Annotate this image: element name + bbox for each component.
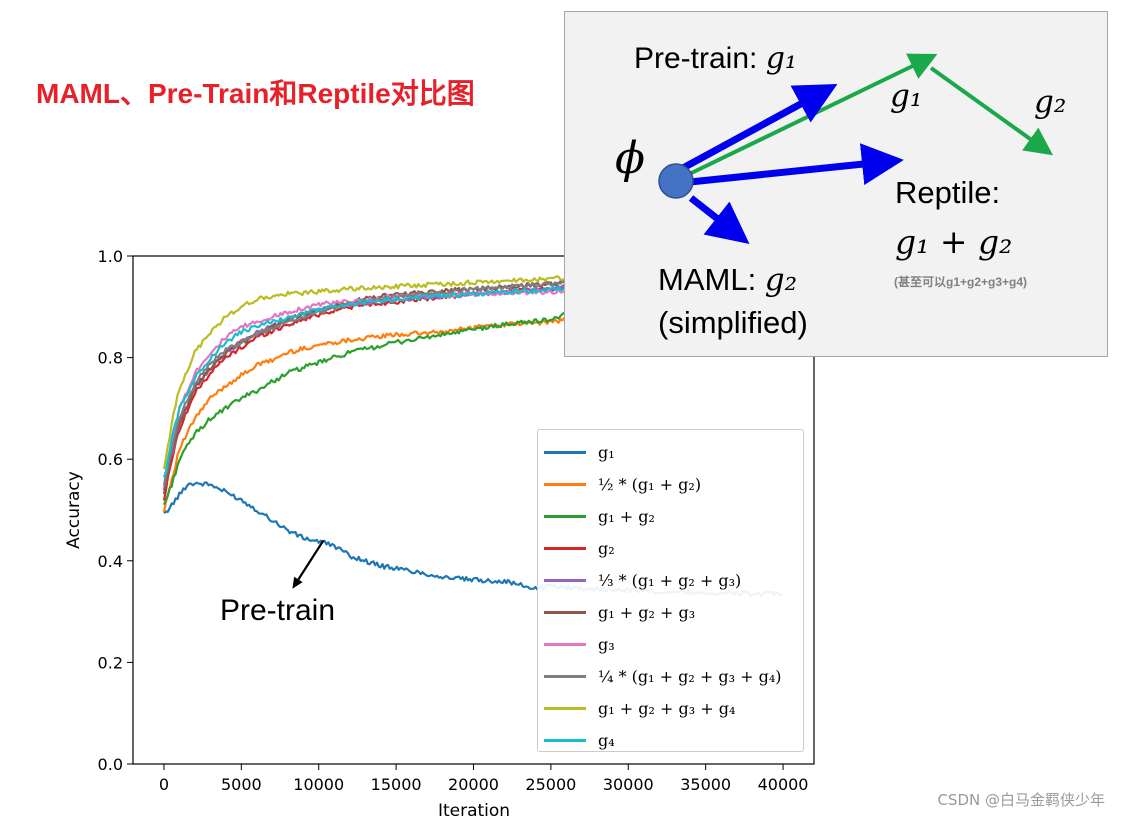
g2-green-arrow	[929, 66, 1054, 156]
maml-blue-arrow	[688, 195, 750, 244]
series-line-g1_g2_g3_g4	[162, 275, 568, 470]
legend-item-g1_g2_g3_g4: g₁ + g₂ + g₃ + g₄	[544, 692, 803, 724]
x-tick-label: 0	[159, 775, 169, 794]
legend-label: g₃	[598, 634, 615, 654]
x-axis-label: Iteration	[438, 801, 510, 820]
reptile-blue-arrow	[689, 143, 904, 186]
x-tick-label: 5000	[221, 775, 262, 794]
y-tick-label: 0.2	[98, 653, 123, 672]
x-tick-label: 15000	[371, 775, 422, 794]
x-tick-label: 10000	[293, 775, 344, 794]
slide-title: MAML、Pre-Train和Reptile对比图	[36, 78, 475, 109]
chart-legend: g₁ ½ * (g₁ + g₂) g₁ + g₂ g₂ ⅓ * (g₁ + g₂ + g…	[537, 429, 804, 752]
x-tick-label: 20000	[448, 775, 499, 794]
legend-label: ⅓ * (g₁ + g₂ + g₃)	[598, 570, 742, 590]
legend-label: ½ * (g₁ + g₂)	[598, 474, 702, 494]
legend-label: g₄	[598, 730, 615, 750]
legend-item-g3: g₃	[544, 628, 803, 660]
legend-item-g4: g₄	[544, 724, 803, 756]
legend-swatch	[544, 738, 586, 742]
legend-swatch	[544, 482, 586, 486]
g1-green-arrow	[676, 53, 938, 182]
g2-label: g₂	[1034, 84, 1067, 120]
y-tick-label: 1.0	[98, 247, 123, 266]
legend-swatch	[544, 514, 586, 518]
legend-label: g₁ + g₂	[598, 506, 655, 526]
maml-simplified: (simplified)	[658, 305, 808, 340]
pretrain-annotation-arrowhead	[292, 576, 303, 589]
pretrain-symbol: g₁	[765, 41, 797, 76]
comparison-diagram: Pre-train: g₁ g₁ g₂ ϕ Reptile: g₁ + g₂ (…	[564, 11, 1108, 357]
g1-label: g₁	[890, 78, 923, 114]
reptile-label: Reptile:	[895, 175, 1001, 210]
legend-item-g2: g₂	[544, 532, 803, 564]
reptile-note: (甚至可以g1+g2+g3+g4)	[894, 275, 1028, 289]
series-line-g4	[162, 285, 567, 478]
legend-label: ¼ * (g₁ + g₂ + g₃ + g₄)	[598, 666, 782, 686]
legend-swatch	[544, 578, 586, 582]
legend-item-half_g1_g2: ½ * (g₁ + g₂)	[544, 468, 803, 500]
legend-swatch	[544, 674, 586, 678]
legend-swatch	[544, 610, 586, 614]
legend-item-g1_g2_g3: g₁ + g₂ + g₃	[544, 596, 803, 628]
phi-node	[658, 163, 694, 199]
pretrain-annotation: Pre-train	[220, 594, 335, 627]
phi-label: ϕ	[615, 133, 645, 184]
maml-symbol: g₂	[764, 262, 798, 298]
legend-item-quarter_g1_g2_g3_g4: ¼ * (g₁ + g₂ + g₃ + g₄)	[544, 660, 803, 692]
x-tick-label: 35000	[680, 775, 731, 794]
pretrain-label: Pre-train: g₁	[634, 41, 797, 76]
legend-label: g₁	[598, 442, 615, 462]
legend-swatch	[544, 450, 586, 454]
legend-item-third_g1_g2_g3: ⅓ * (g₁ + g₂ + g₃)	[544, 564, 803, 596]
pretrain-annotation-arrow	[297, 539, 325, 581]
maml-text: MAML:	[658, 262, 765, 297]
x-tick-label: 30000	[603, 775, 654, 794]
reptile-formula: g₁ + g₂	[895, 222, 1013, 261]
legend-swatch	[544, 546, 586, 550]
x-tick-label: 40000	[758, 775, 809, 794]
pretrain-blue-arrow	[681, 83, 838, 172]
legend-swatch	[544, 642, 586, 646]
maml-label: MAML: g₂	[658, 262, 797, 298]
legend-label: g₁ + g₂ + g₃	[598, 602, 696, 622]
y-tick-label: 0.4	[98, 552, 123, 571]
y-tick-label: 0.0	[98, 755, 123, 774]
legend-item-g1_g2: g₁ + g₂	[544, 500, 803, 532]
pretrain-text: Pre-train:	[634, 42, 766, 75]
legend-label: g₁ + g₂ + g₃ + g₄	[598, 698, 736, 718]
y-tick-label: 0.6	[98, 450, 123, 469]
y-axis-label: Accuracy	[64, 471, 84, 549]
legend-item-g1: g₁	[544, 436, 803, 468]
watermark: CSDN @白马金羁侠少年	[937, 791, 1105, 809]
legend-label: g₂	[598, 538, 615, 558]
y-tick-label: 0.8	[98, 349, 123, 368]
legend-swatch	[544, 706, 586, 710]
x-tick-label: 25000	[525, 775, 576, 794]
series-line-g1_g2	[162, 311, 568, 506]
